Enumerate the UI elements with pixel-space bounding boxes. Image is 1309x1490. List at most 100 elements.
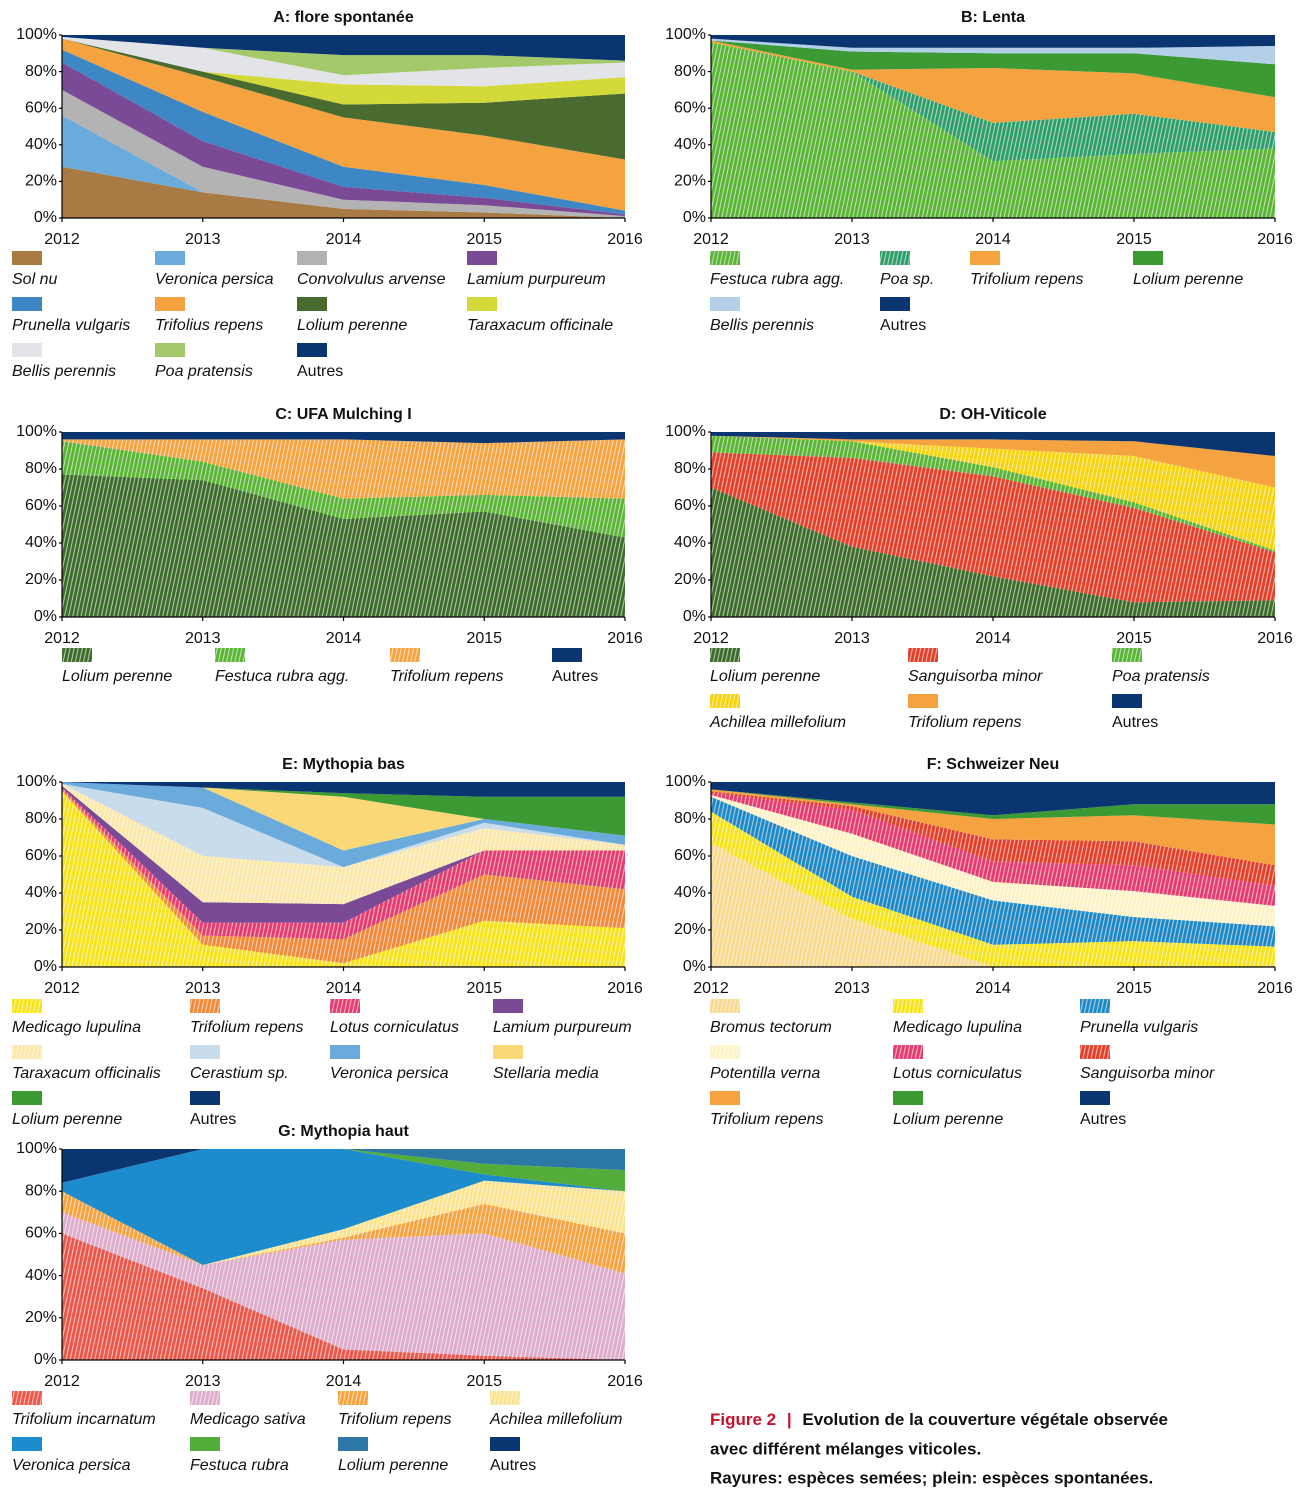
y-tick-label: 80%	[25, 460, 57, 477]
x-tick-label: 2015	[1116, 980, 1152, 997]
area	[62, 791, 625, 967]
y-tick-label: 80%	[674, 810, 706, 827]
y-tick-label: 40%	[25, 136, 57, 153]
legend-label: Autres	[552, 668, 598, 685]
legend-label: Festuca rubra agg.	[710, 271, 844, 288]
y-tick-label: 80%	[674, 63, 706, 80]
legend-swatch	[493, 1045, 523, 1059]
legend-swatch	[1080, 999, 1110, 1013]
legend-swatch	[1112, 648, 1142, 662]
area	[62, 441, 625, 538]
area	[62, 89, 625, 219]
y-tick-label: 20%	[25, 173, 57, 190]
x-tick-label: 2012	[693, 231, 729, 248]
x-tick-label: 2013	[834, 980, 870, 997]
area	[711, 794, 1275, 927]
legend-label: Autres	[490, 1457, 536, 1474]
x-tick-label: 2012	[44, 980, 80, 997]
legend-swatch	[155, 343, 185, 357]
legend-swatch	[215, 648, 245, 662]
legend-swatch	[552, 648, 582, 662]
legend-swatch	[970, 251, 1000, 265]
area	[62, 789, 625, 964]
legend-swatch	[710, 648, 740, 662]
x-tick-label: 2012	[693, 980, 729, 997]
legend-swatch	[330, 1045, 360, 1059]
legend-swatch	[908, 694, 938, 708]
area	[62, 1180, 625, 1266]
area	[62, 787, 625, 940]
legend-swatch	[490, 1437, 520, 1451]
y-tick-label: 40%	[674, 136, 706, 153]
y-tick-label: 60%	[25, 1225, 57, 1242]
caption-separator: |	[787, 1410, 792, 1429]
legend-label: Trifolium incarnatum	[12, 1411, 156, 1428]
legend-label: Lolium perenne	[12, 1111, 122, 1128]
x-tick-label: 2014	[975, 231, 1011, 248]
x-tick-label: 2014	[326, 1373, 362, 1390]
area	[62, 474, 625, 617]
legend-label: Trifolium repens	[390, 668, 504, 685]
caption-note: Rayures: espèces semées; plein: espèces …	[710, 1468, 1153, 1487]
y-tick-label: 100%	[16, 423, 57, 440]
y-tick-label: 0%	[683, 608, 706, 625]
area	[711, 435, 1275, 551]
legend-label: Autres	[297, 363, 343, 380]
legend-swatch	[493, 999, 523, 1013]
legend-label: Poa pratensis	[155, 363, 253, 380]
area	[62, 62, 625, 217]
x-tick-label: 2015	[466, 1373, 502, 1390]
legend-swatch	[893, 999, 923, 1013]
legend-label: Lolium perenne	[893, 1111, 1003, 1128]
legend-label: Trifolium repens	[908, 714, 1022, 731]
legend-swatch	[12, 297, 42, 311]
legend-label: Veronica persica	[12, 1457, 131, 1474]
legend-swatch	[12, 1391, 42, 1405]
legend-label: Autres	[1080, 1111, 1126, 1128]
legend-swatch	[710, 297, 740, 311]
legend-label: Festuca rubra agg.	[215, 668, 349, 685]
x-tick-label: 2012	[44, 1373, 80, 1390]
x-tick-label: 2012	[44, 231, 80, 248]
chart-title: C: UFA Mulching I	[275, 406, 411, 423]
x-tick-label: 2014	[326, 980, 362, 997]
legend-swatch	[390, 648, 420, 662]
legend-label: Achilea millefolium	[489, 1411, 623, 1428]
x-tick-label: 2013	[185, 980, 221, 997]
y-tick-label: 0%	[34, 608, 57, 625]
x-tick-label: 2014	[975, 630, 1011, 647]
legend-swatch	[190, 1437, 220, 1451]
area	[62, 1149, 625, 1183]
area	[62, 783, 625, 868]
area	[711, 811, 1275, 967]
chart-title: A: flore spontanée	[273, 9, 414, 26]
legend-label: Trifolium repens	[338, 1411, 452, 1428]
y-tick-label: 60%	[674, 847, 706, 864]
area	[711, 38, 1275, 65]
x-tick-label: 2015	[1116, 630, 1152, 647]
y-tick-label: 0%	[34, 958, 57, 975]
legend-label: Prunella vulgaris	[12, 317, 130, 334]
legend-label: Medicago sativa	[190, 1411, 306, 1428]
x-tick-label: 2013	[834, 231, 870, 248]
y-tick-label: 40%	[674, 534, 706, 551]
y-tick-label: 60%	[25, 99, 57, 116]
chart-title: G: Mythopia haut	[278, 1123, 409, 1140]
legend-swatch	[190, 999, 220, 1013]
area	[62, 1191, 625, 1274]
y-tick-label: 40%	[25, 884, 57, 901]
x-tick-label: 2012	[693, 630, 729, 647]
area	[711, 42, 1275, 162]
legend-label: Autres	[190, 1111, 236, 1128]
legend-swatch	[908, 648, 938, 662]
area	[62, 1149, 625, 1266]
area	[62, 1149, 625, 1183]
legend-label: Lolium perenne	[710, 668, 820, 685]
legend-swatch	[338, 1437, 368, 1451]
legend-swatch	[12, 251, 42, 265]
chart-title: E: Mythopia bas	[282, 756, 405, 773]
x-tick-label: 2015	[466, 231, 502, 248]
area	[62, 783, 625, 905]
legend-label: Sanguisorba minor	[908, 668, 1043, 685]
area	[62, 36, 625, 76]
